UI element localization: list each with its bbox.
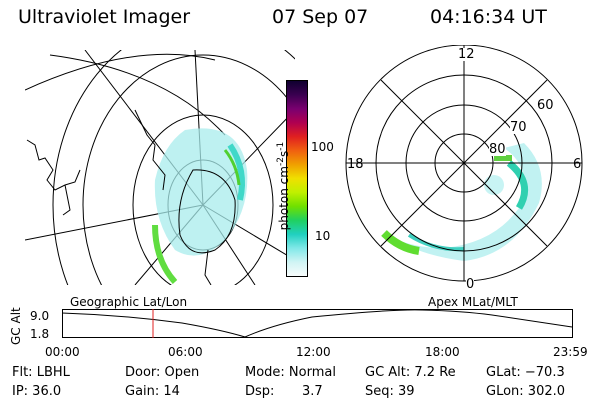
- mlt-label-0: 0: [466, 277, 475, 292]
- altitude-timeline: [62, 309, 573, 338]
- info-dsp-label: Dsp:: [245, 384, 275, 399]
- aurora-emission-polar: [381, 143, 542, 261]
- mlat-label-80: 80: [489, 142, 506, 157]
- info-gc-alt: GC Alt: 7.2 Re: [365, 365, 456, 380]
- info-gain: Gain: 14: [125, 384, 180, 399]
- timeline-xtick-0000: 00:00: [45, 345, 80, 359]
- timeline-xtick-0600: 06:00: [168, 345, 203, 359]
- info-dsp-value: 3.7: [302, 384, 323, 399]
- colorbar: [286, 80, 308, 277]
- info-glat: GLat: −70.3: [486, 365, 565, 380]
- timeline-right-title: Apex MLat/MLT: [428, 295, 518, 309]
- altitude-curve: [62, 309, 573, 338]
- timeline-ytick-9: 9.0: [30, 309, 50, 323]
- timeline-xtick-1800: 18:00: [425, 345, 460, 359]
- colorbar-tick-100: 100: [311, 140, 334, 154]
- info-door: Door: Open: [125, 365, 200, 380]
- colorbar-tick-10: 10: [315, 229, 331, 243]
- timeline-xtick-1200: 12:00: [296, 345, 331, 359]
- instrument-title: Ultraviolet Imager: [18, 6, 191, 28]
- info-seq: Seq: 39: [365, 384, 415, 399]
- timeline-ytick-1.8: 1.8: [30, 327, 50, 341]
- timeline-left-title: Geographic Lat/Lon: [70, 295, 188, 309]
- mlt-label-18: 18: [347, 157, 364, 172]
- image-time: 04:16:34 UT: [430, 6, 547, 28]
- info-glon: GLon: 302.0: [486, 384, 566, 399]
- aurora-emission-geo: [152, 128, 248, 285]
- mlt-label-12: 12: [458, 47, 475, 62]
- coastline: [26, 109, 236, 285]
- timeline-ylabel: GC Alt: [9, 307, 23, 345]
- info-ip: IP: 36.0: [12, 384, 62, 399]
- polar-mlt-plot: [345, 45, 583, 282]
- timeline-xtick-2359: 23:59: [553, 345, 588, 359]
- image-date: 07 Sep 07: [272, 6, 369, 28]
- info-flt: Flt: LBHL: [12, 365, 70, 380]
- colorbar-unit-label: photon cm-2s-1: [276, 141, 291, 231]
- mlt-label-6: 6: [573, 157, 582, 172]
- mlat-label-70: 70: [510, 120, 527, 135]
- mlat-label-60: 60: [537, 98, 554, 113]
- info-mode: Mode: Normal: [245, 365, 336, 380]
- geographic-map: [25, 50, 295, 285]
